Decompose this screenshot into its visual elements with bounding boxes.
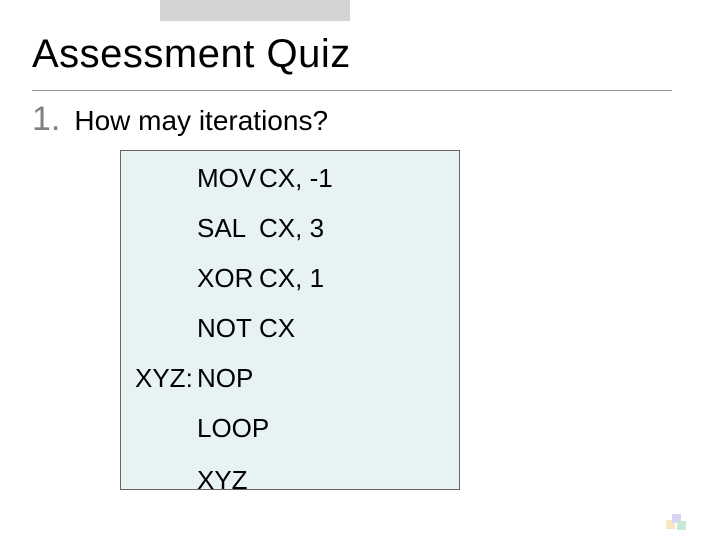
code-op: NOP — [197, 365, 259, 391]
question-number: 1. — [32, 100, 60, 139]
code-line: MOV CX, -1 — [135, 165, 445, 191]
code-op-text: LOOP — [197, 413, 269, 443]
question-text: How may iterations? — [74, 105, 328, 137]
code-label: XYZ: — [135, 365, 197, 391]
code-line: NOT CX — [135, 315, 445, 341]
accent-square — [677, 521, 686, 530]
code-arg-text: XYZ — [197, 465, 248, 495]
code-line: XYZ: NOP — [135, 365, 445, 391]
code-op: SAL — [197, 215, 259, 241]
code-op: NOT — [197, 315, 259, 341]
code-line: LOOP XYZ — [135, 415, 445, 493]
slide: Assessment Quiz 1. How may iterations? M… — [0, 0, 720, 540]
code-arg — [259, 365, 445, 391]
code-op: XOR — [197, 265, 259, 291]
code-line: XOR CX, 1 — [135, 265, 445, 291]
code-arg: CX — [259, 315, 445, 341]
title-underline — [32, 90, 672, 91]
code-op: MOV — [197, 165, 259, 191]
code-label — [135, 315, 197, 341]
top-accent-bar — [160, 0, 350, 21]
corner-accent-icon — [666, 514, 686, 530]
code-label — [135, 265, 197, 291]
code-line: SAL CX, 3 — [135, 215, 445, 241]
question-row: 1. How may iterations? — [32, 100, 328, 139]
code-box: MOV CX, -1 SAL CX, 3 XOR CX, 1 NOT CX XY… — [120, 150, 460, 490]
code-label — [135, 165, 197, 191]
code-arg: CX, -1 — [259, 165, 445, 191]
code-label — [135, 415, 197, 493]
code-label — [135, 215, 197, 241]
slide-title: Assessment Quiz — [32, 32, 351, 77]
code-arg: CX, 1 — [259, 265, 445, 291]
code-op: LOOPXYZ — [197, 415, 259, 493]
code-arg: CX, 3 — [259, 215, 445, 241]
